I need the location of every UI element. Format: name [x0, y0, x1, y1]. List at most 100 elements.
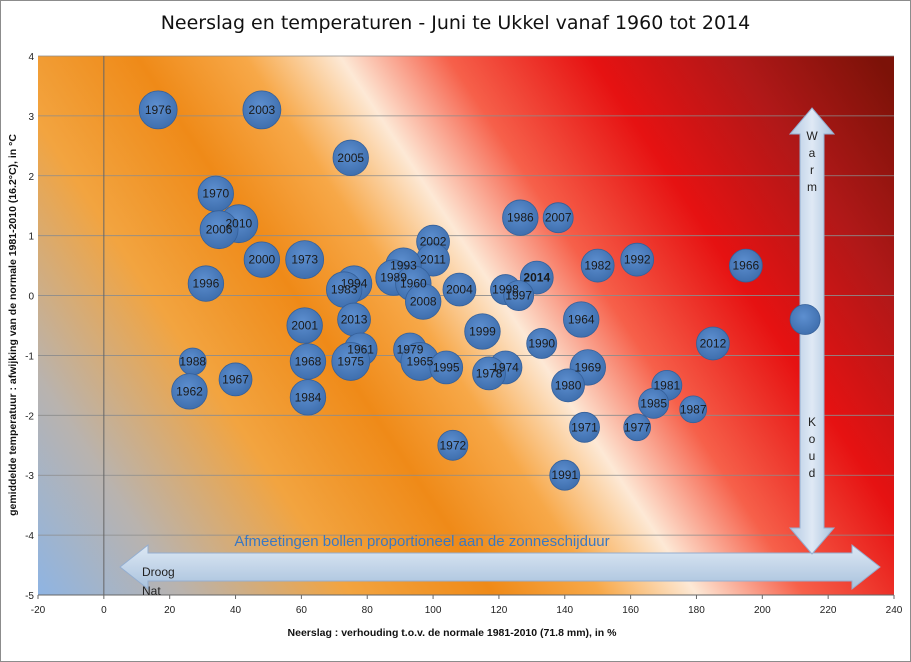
bubble [728, 248, 763, 283]
bubble [569, 411, 600, 443]
bubble [285, 240, 325, 280]
bubble [551, 368, 585, 403]
bubble-label: 1967 [222, 372, 249, 386]
bubble [502, 199, 539, 236]
x-tick-label: 20 [164, 605, 176, 616]
bubble [696, 326, 730, 361]
x-tick-label: 100 [425, 605, 442, 616]
bubble-label: 1999 [469, 324, 496, 338]
bubble [429, 350, 464, 385]
bubble [286, 307, 323, 344]
x-tick-label: -20 [31, 605, 46, 616]
bubble-label: 2008 [410, 295, 437, 309]
bubble-label: 2013 [341, 313, 368, 327]
bubble-label: 1977 [624, 420, 651, 434]
bubble-label: 1964 [568, 313, 595, 327]
bubble [623, 413, 652, 442]
bubble-label: 1984 [295, 390, 322, 404]
x-tick-label: 0 [101, 605, 107, 616]
y-tick-label: -3 [25, 471, 34, 482]
bubble-label: 1987 [680, 402, 707, 416]
bubble-label: 1994 [341, 277, 368, 291]
bubble-label: 1973 [291, 253, 318, 267]
bubble-label: 1971 [571, 420, 598, 434]
x-tick-label: 120 [491, 605, 508, 616]
bubble [405, 283, 442, 320]
bubble-label: 1992 [624, 253, 651, 267]
bubble-label: 1982 [584, 259, 611, 273]
bubble-label: 1969 [574, 360, 601, 374]
y-tick-label: 3 [28, 112, 34, 123]
x-tick-label: 200 [754, 605, 771, 616]
bubble-label: 2001 [291, 319, 318, 333]
bubble-label: 2002 [420, 235, 447, 249]
x-tick-label: 40 [230, 605, 242, 616]
y-tick-label: 1 [28, 232, 34, 243]
bubble-label: 2010 [225, 217, 252, 231]
bubble-label: 1996 [193, 277, 220, 291]
bubble-label: 1960 [400, 277, 427, 291]
x-tick-label: 160 [622, 605, 639, 616]
bubble-label: 1981 [653, 378, 680, 392]
y-tick-label: 2 [28, 172, 34, 183]
bubble [542, 202, 574, 234]
bubble-label: 1998 [492, 283, 519, 297]
bubble-label: 1975 [337, 354, 364, 368]
bubble-label: 1986 [507, 211, 534, 225]
chart-title: Neerslag en temperaturen - Juni te Ukkel… [160, 12, 751, 34]
bubble [289, 379, 327, 416]
bubble [442, 272, 477, 307]
bubble-label: 1993 [390, 259, 417, 273]
x-tick-label: 180 [688, 605, 705, 616]
bubble-label: 1965 [407, 354, 434, 368]
bubble [503, 280, 535, 311]
bubble [620, 242, 655, 277]
nat-label: Nat [142, 584, 161, 598]
bubble [243, 241, 281, 278]
bubble [526, 328, 558, 359]
y-tick-label: 4 [28, 52, 34, 63]
bubble-label: 2005 [337, 151, 364, 165]
x-tick-label: 220 [820, 605, 837, 616]
bubble-label: 1970 [202, 187, 229, 201]
x-tick-label: 60 [296, 605, 308, 616]
bubble-label: 1962 [176, 384, 203, 398]
y-tick-label: -2 [25, 411, 34, 422]
bubble-label: 2003 [249, 103, 276, 117]
bubble-label: 1980 [555, 378, 582, 392]
bubble-label: 1979 [397, 342, 424, 356]
bubble [138, 90, 178, 130]
droog-label: Droog [142, 565, 175, 579]
bubble-label: 1989 [380, 271, 407, 285]
bubble-label: 1995 [433, 360, 460, 374]
y-tick-label: -1 [25, 351, 34, 362]
bubble-label: 1961 [347, 342, 374, 356]
bubble [187, 265, 225, 302]
bubble [638, 387, 670, 419]
y-tick-label: 0 [28, 292, 34, 303]
bubble [789, 304, 821, 335]
bubble-label: 1978 [476, 366, 503, 380]
x-tick-label: 240 [886, 605, 903, 616]
bubble [242, 90, 282, 130]
bubble-label: 2007 [545, 211, 572, 225]
y-tick-label: -5 [25, 591, 34, 602]
bubble-label: 1974 [492, 360, 519, 374]
bubble-label: 2011 [420, 253, 446, 267]
bubble [199, 210, 239, 250]
bubble [472, 356, 506, 391]
bubble [549, 459, 581, 491]
bubble [332, 139, 369, 176]
bubble-label: 1990 [528, 336, 555, 350]
bubble-label: 2014 [523, 271, 550, 285]
bubble-label: 1985 [640, 396, 667, 410]
bubble-label: 2006 [206, 223, 233, 237]
bubble-label: 1968 [295, 354, 322, 368]
bubble [331, 342, 371, 381]
bubble-label: 1972 [439, 438, 466, 452]
bubble-label: 2000 [249, 253, 276, 267]
